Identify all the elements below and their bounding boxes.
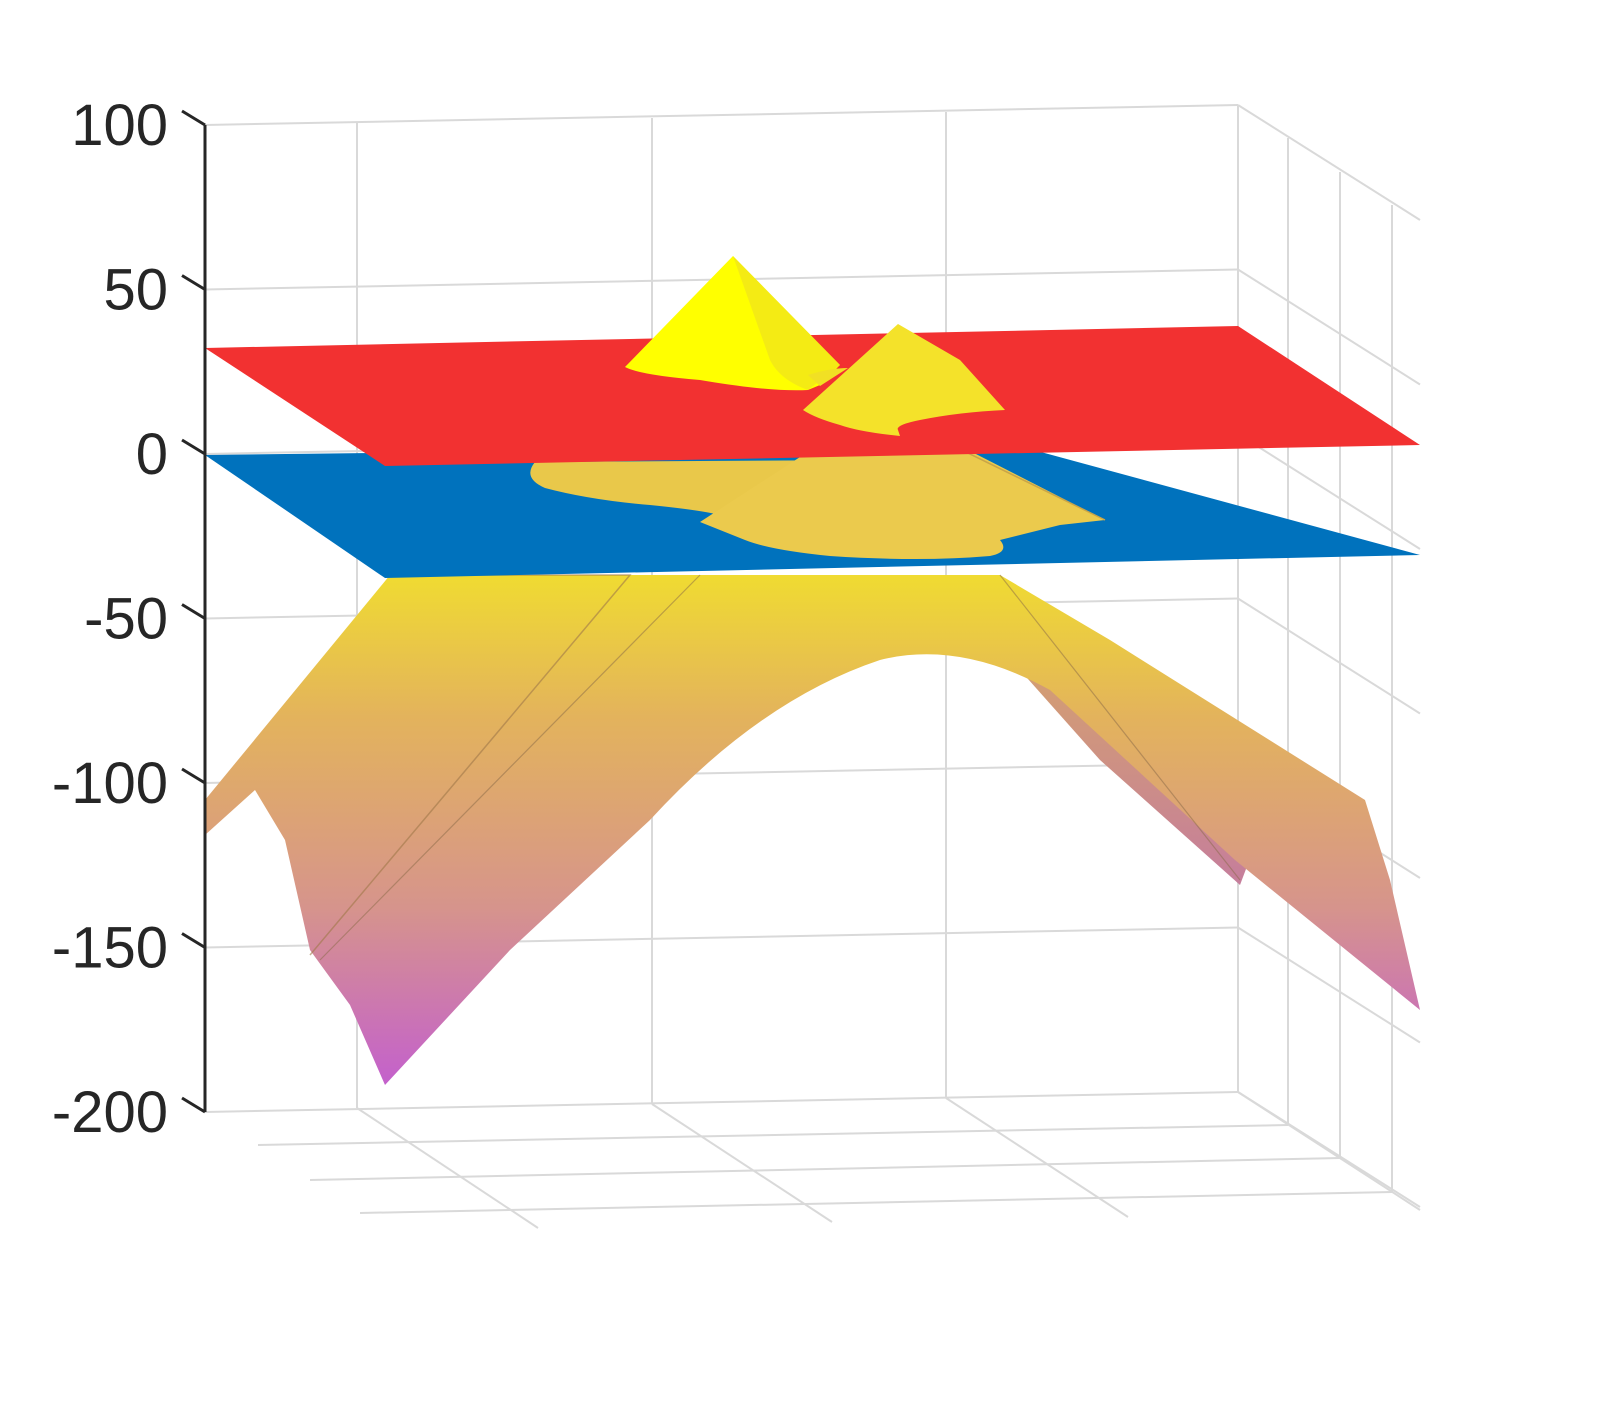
surface-back-right-wing bbox=[1020, 670, 1255, 885]
surface-ridge-line-2 bbox=[319, 574, 701, 961]
grid-line-side-z-2 bbox=[1237, 433, 1421, 550]
z-tick-label-2: 0 bbox=[136, 422, 168, 487]
surface-lower bbox=[205, 574, 1420, 1085]
surface-ridge-line-3 bbox=[999, 574, 1241, 881]
grid-line-floor-col-0 bbox=[356, 1107, 539, 1229]
surface-front-fold bbox=[205, 575, 1420, 1085]
grid-line-floor-row-0 bbox=[257, 1124, 1289, 1146]
surface-upper bbox=[625, 256, 1005, 436]
grid-line-side-z-5 bbox=[1237, 926, 1421, 1044]
z-tick-2 bbox=[181, 438, 206, 456]
grid-line-side-z-1 bbox=[1237, 268, 1421, 386]
grid-line-side-z-0 bbox=[1237, 104, 1421, 221]
surface-second-peak bbox=[803, 324, 1005, 436]
grid-line-z-6 bbox=[204, 1091, 1239, 1113]
z-tick-1 bbox=[181, 274, 206, 291]
z-tick-6 bbox=[181, 1096, 206, 1114]
grid-line-floor-row-2 bbox=[359, 1191, 1393, 1214]
grid-line-floor-col-1 bbox=[651, 1103, 833, 1223]
z-axis: 100 50 0 -50 -100 -150 -200 bbox=[52, 93, 207, 1145]
z-tick-5 bbox=[181, 932, 206, 949]
grid-line-z-0 bbox=[204, 104, 1239, 126]
surface-main-peak-shade bbox=[733, 256, 840, 390]
z-tick-3 bbox=[181, 603, 206, 620]
grid-line-floor-row-1 bbox=[309, 1157, 1341, 1181]
z-tick-label-0: 100 bbox=[71, 93, 168, 158]
z-tick-label-6: -200 bbox=[52, 1080, 168, 1145]
grid-line-floor-col-2 bbox=[945, 1097, 1129, 1218]
z-tick-label-3: -50 bbox=[84, 587, 168, 652]
z-tick-0 bbox=[181, 109, 206, 127]
surface-second-peak-left bbox=[808, 368, 848, 386]
grid-line-side-z-3 bbox=[1237, 597, 1421, 715]
z-tick-label-1: 50 bbox=[103, 258, 168, 323]
z-tick-4 bbox=[181, 767, 206, 785]
z-tick-label-5: -150 bbox=[52, 916, 168, 981]
surface-middle bbox=[530, 405, 1106, 559]
plane-upper bbox=[205, 326, 1420, 466]
grid-line-floor-col-3 bbox=[1237, 1091, 1421, 1211]
surface-mid-center-lobe bbox=[700, 405, 1105, 559]
z-tick-label-4: -100 bbox=[52, 751, 168, 816]
